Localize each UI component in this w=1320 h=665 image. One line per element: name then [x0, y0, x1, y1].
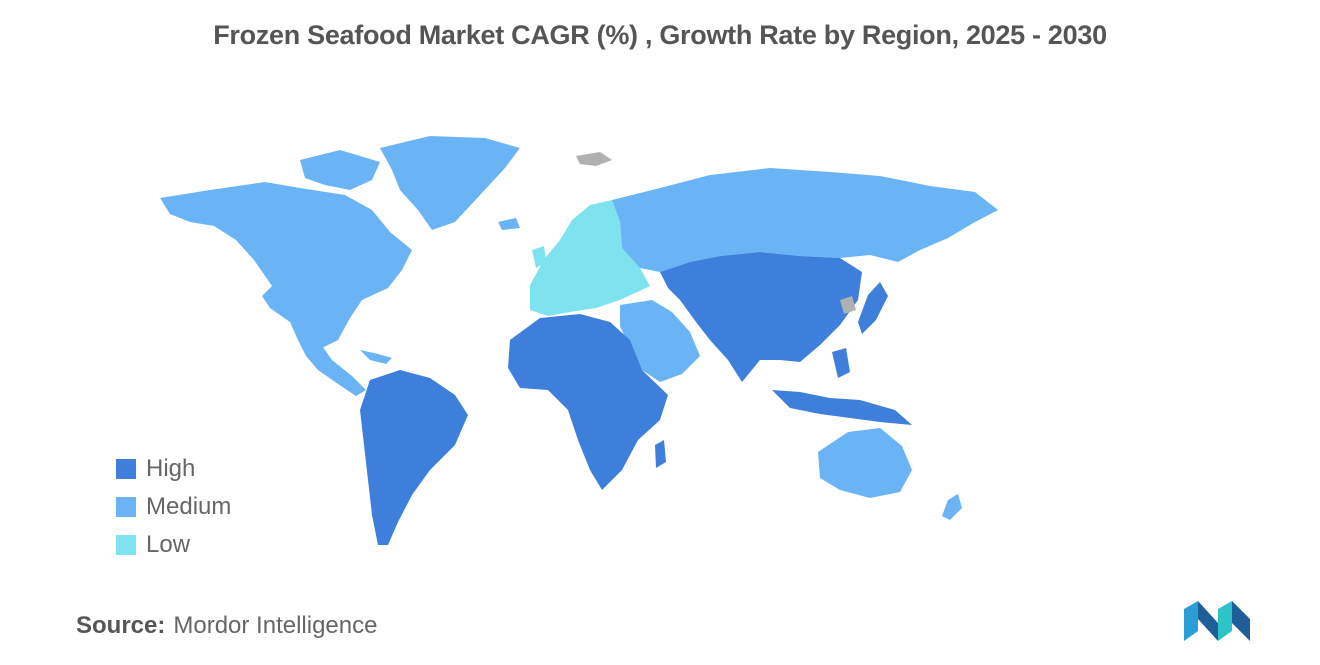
region-russia [612, 168, 998, 272]
legend-item-medium: Medium [116, 488, 231, 526]
region-middle-east [620, 300, 700, 382]
legend: High Medium Low [116, 450, 231, 564]
legend-swatch-high [116, 459, 136, 479]
region-iceland [498, 218, 520, 230]
region-japan [858, 282, 888, 334]
region-svalbard [576, 152, 612, 166]
region-asia [660, 252, 862, 382]
region-southeast-asia [772, 390, 912, 425]
mordor-intelligence-logo-icon [1184, 601, 1250, 641]
region-central-america [290, 322, 366, 396]
region-europe [530, 200, 650, 316]
region-north-america [160, 182, 412, 350]
region-caribbean [360, 350, 392, 364]
legend-swatch-low [116, 535, 136, 555]
legend-label-low: Low [146, 531, 191, 558]
chart-title: Frozen Seafood Market CAGR (%) , Growth … [213, 20, 1107, 50]
region-canada-islands [300, 150, 380, 190]
region-madagascar [655, 440, 666, 468]
region-greenland [380, 136, 520, 230]
legend-swatch-medium [116, 497, 136, 517]
source-label: Source: [76, 612, 166, 639]
legend-item-low: Low [116, 526, 231, 564]
source-value: Mordor Intelligence [173, 612, 378, 639]
region-south-america [360, 370, 468, 545]
region-north-korea [840, 296, 856, 314]
region-australia [818, 428, 912, 498]
source-line: Source: Mordor Intelligence [76, 612, 377, 640]
legend-item-high: High [116, 450, 231, 488]
region-uk [532, 246, 546, 268]
legend-label-high: High [146, 455, 196, 482]
legend-label-medium: Medium [146, 493, 232, 520]
region-new-zealand [942, 494, 962, 520]
region-africa [508, 314, 668, 490]
region-philippines [832, 348, 850, 378]
